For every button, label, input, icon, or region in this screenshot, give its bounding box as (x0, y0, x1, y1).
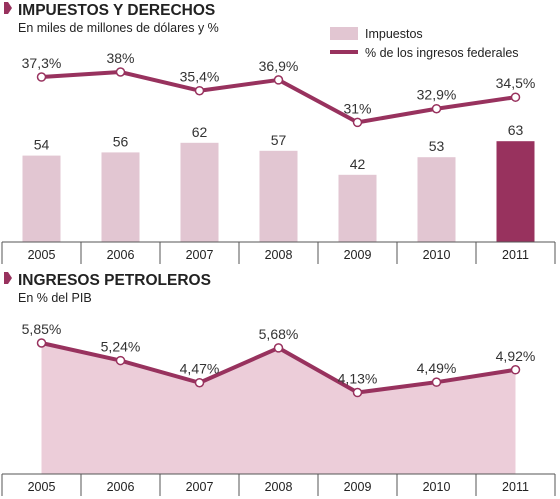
revenue-share-point-2007 (194, 85, 205, 96)
tax-bar-2007 (180, 142, 219, 242)
revenue-share-label-2010: 32,9% (417, 87, 457, 103)
revenue-share-label-2008: 36,9% (259, 58, 299, 74)
oil-revenue-label-2009: 4,13% (338, 371, 378, 387)
oil-chart-plot: 2005 2006 2007 2008 2009 2010 2011 5,85% 5,24% 4,… (1, 321, 556, 496)
oil-chart-subtitle: En % del PIB (18, 291, 92, 305)
oil-revenue-label-2008: 5,68% (259, 326, 299, 342)
legend-bar-label: Impuestos (365, 27, 423, 41)
oil-revenue-point-2006 (115, 355, 126, 366)
revenue-share-point-2008 (273, 75, 284, 85)
revenue-share-point-2005 (36, 72, 47, 82)
revenue-share-point-2009 (352, 117, 363, 128)
tax-bar-2010 (417, 157, 456, 242)
title-bullet-icon (4, 272, 12, 284)
oil-revenue-label-2005: 5,85% (22, 321, 62, 337)
oil-revenue-label-2010: 4,49% (417, 360, 457, 376)
title-bullet-icon (4, 2, 12, 14)
taxes-x-tick-label-2011: 2011 (502, 248, 529, 262)
oil-x-tick-label-2006: 2006 (107, 480, 135, 494)
taxes-chart-title: IMPUESTOS Y DERECHOS (18, 2, 215, 19)
oil-revenue-point-2010 (431, 377, 442, 387)
taxes-x-tick-label-2007: 2007 (186, 248, 214, 262)
revenue-share-point-2010 (431, 103, 442, 114)
oil-x-tick-label-2005: 2005 (28, 480, 56, 494)
tax-bar-value-2007: 62 (192, 124, 208, 140)
tax-bar-value-2005: 54 (34, 137, 50, 153)
oil-x-tick-label-2009: 2009 (344, 480, 372, 494)
legend-line-label: % de los ingresos federales (365, 46, 519, 60)
revenue-share-label-2005: 37,3% (22, 55, 62, 71)
oil-x-tick-label-2011: 2011 (502, 480, 529, 494)
tax-bar-value-2008: 57 (271, 132, 287, 148)
tax-bar-2006 (101, 152, 140, 242)
oil-revenue-point-2009 (352, 387, 363, 398)
tax-bar-2005 (22, 155, 61, 242)
tax-bar-2011 (496, 141, 535, 242)
revenue-share-label-2011: 34,5% (496, 75, 536, 91)
taxes-x-tick-label-2006: 2006 (107, 248, 135, 262)
tax-bar-2008 (259, 150, 298, 242)
oil-x-tick-label-2007: 2007 (186, 480, 214, 494)
taxes-x-tick-label-2008: 2008 (265, 248, 293, 262)
oil-x-tick-label-2008: 2008 (265, 480, 293, 494)
revenue-share-point-2011 (510, 92, 521, 102)
oil-revenue-point-2008 (273, 343, 284, 353)
revenue-share-label-2007: 35,4% (180, 69, 220, 85)
oil-x-tick-label-2010: 2010 (423, 480, 451, 494)
tax-bar-value-2009: 42 (350, 156, 366, 172)
oil-revenue-point-2007 (194, 377, 205, 388)
legend-bar-swatch (330, 27, 358, 40)
revenue-share-label-2006: 38% (106, 50, 134, 66)
oil-revenue-area (41, 343, 516, 474)
revenue-share-label-2009: 31% (343, 100, 371, 116)
tax-bar-value-2011: 63 (508, 122, 524, 138)
taxes-chart-plot: 54 56 62 57 42 53 63 2005 2006 2007 2008 2009 2010 20… (1, 50, 556, 264)
oil-chart-title: INGRESOS PETROLEROS (18, 272, 211, 289)
revenue-share-point-2006 (115, 67, 126, 77)
taxes-chart-subtitle: En miles de millones de dólares y % (18, 21, 219, 35)
tax-bar-value-2010: 53 (429, 138, 445, 154)
taxes-x-tick-label-2010: 2010 (423, 248, 451, 262)
oil-revenue-label-2007: 4,47% (180, 361, 220, 377)
taxes-x-tick-label-2009: 2009 (344, 248, 372, 262)
oil-revenue-label-2006: 5,24% (101, 339, 141, 355)
tax-bar-value-2006: 56 (113, 133, 129, 149)
oil-revenue-point-2005 (36, 338, 47, 348)
tax-bar-2009 (338, 174, 377, 242)
oil-revenue-point-2011 (510, 365, 521, 375)
oil-revenue-label-2011: 4,92% (496, 348, 536, 364)
taxes-x-tick-label-2005: 2005 (28, 248, 56, 262)
